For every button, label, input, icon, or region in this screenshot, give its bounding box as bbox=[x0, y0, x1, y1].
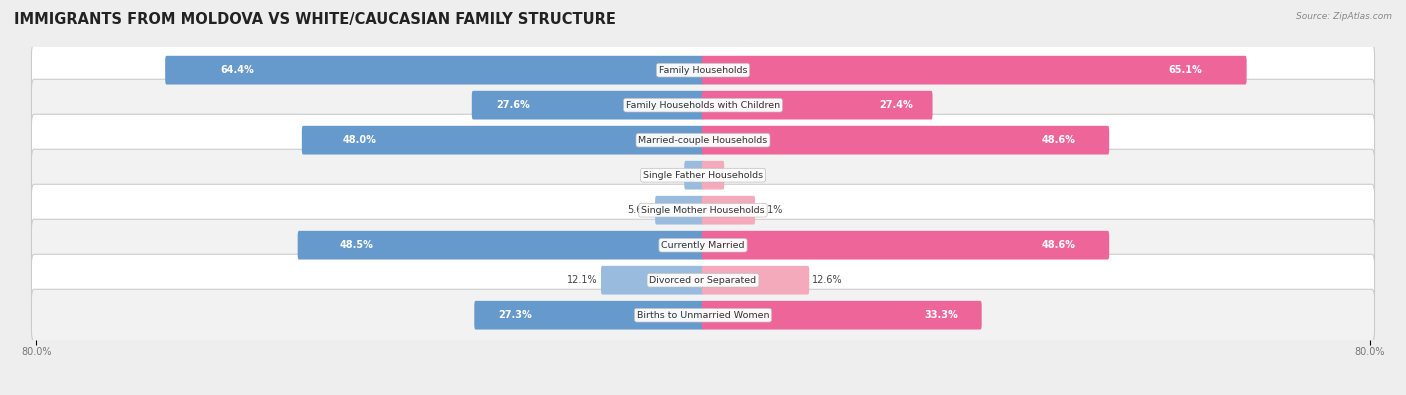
Text: Married-couple Households: Married-couple Households bbox=[638, 135, 768, 145]
Text: 27.4%: 27.4% bbox=[879, 100, 912, 110]
FancyBboxPatch shape bbox=[31, 79, 1375, 131]
FancyBboxPatch shape bbox=[702, 161, 724, 190]
Text: Currently Married: Currently Married bbox=[661, 241, 745, 250]
FancyBboxPatch shape bbox=[31, 219, 1375, 271]
Text: 48.6%: 48.6% bbox=[1042, 135, 1076, 145]
FancyBboxPatch shape bbox=[31, 254, 1375, 306]
Text: 33.3%: 33.3% bbox=[925, 310, 959, 320]
Text: 2.4%: 2.4% bbox=[727, 170, 752, 180]
FancyBboxPatch shape bbox=[685, 161, 704, 190]
Text: 6.1%: 6.1% bbox=[758, 205, 782, 215]
Text: Divorced or Separated: Divorced or Separated bbox=[650, 276, 756, 285]
Text: 12.6%: 12.6% bbox=[813, 275, 842, 285]
Text: 64.4%: 64.4% bbox=[221, 65, 254, 75]
FancyBboxPatch shape bbox=[31, 289, 1375, 341]
FancyBboxPatch shape bbox=[702, 301, 981, 329]
Text: Family Households: Family Households bbox=[659, 66, 747, 75]
Text: Single Mother Households: Single Mother Households bbox=[641, 206, 765, 214]
Text: IMMIGRANTS FROM MOLDOVA VS WHITE/CAUCASIAN FAMILY STRUCTURE: IMMIGRANTS FROM MOLDOVA VS WHITE/CAUCASI… bbox=[14, 12, 616, 27]
FancyBboxPatch shape bbox=[31, 184, 1375, 236]
Text: 48.6%: 48.6% bbox=[1042, 240, 1076, 250]
FancyBboxPatch shape bbox=[702, 91, 932, 120]
Text: 27.6%: 27.6% bbox=[496, 100, 530, 110]
FancyBboxPatch shape bbox=[702, 231, 1109, 260]
FancyBboxPatch shape bbox=[702, 56, 1247, 85]
FancyBboxPatch shape bbox=[600, 266, 704, 295]
FancyBboxPatch shape bbox=[702, 266, 810, 295]
FancyBboxPatch shape bbox=[165, 56, 704, 85]
FancyBboxPatch shape bbox=[474, 301, 704, 329]
Text: 2.1%: 2.1% bbox=[657, 170, 682, 180]
FancyBboxPatch shape bbox=[702, 196, 755, 224]
Text: 27.3%: 27.3% bbox=[498, 310, 531, 320]
Text: 65.1%: 65.1% bbox=[1168, 65, 1202, 75]
Text: Source: ZipAtlas.com: Source: ZipAtlas.com bbox=[1296, 12, 1392, 21]
FancyBboxPatch shape bbox=[298, 231, 704, 260]
FancyBboxPatch shape bbox=[702, 126, 1109, 154]
Text: 12.1%: 12.1% bbox=[568, 275, 598, 285]
Text: Births to Unmarried Women: Births to Unmarried Women bbox=[637, 311, 769, 320]
Text: 48.5%: 48.5% bbox=[339, 240, 373, 250]
FancyBboxPatch shape bbox=[31, 114, 1375, 166]
Text: Single Father Households: Single Father Households bbox=[643, 171, 763, 180]
FancyBboxPatch shape bbox=[302, 126, 704, 154]
FancyBboxPatch shape bbox=[31, 44, 1375, 96]
FancyBboxPatch shape bbox=[472, 91, 704, 120]
FancyBboxPatch shape bbox=[655, 196, 704, 224]
Text: 5.6%: 5.6% bbox=[627, 205, 652, 215]
FancyBboxPatch shape bbox=[31, 149, 1375, 201]
Text: 48.0%: 48.0% bbox=[343, 135, 377, 145]
Text: Family Households with Children: Family Households with Children bbox=[626, 101, 780, 110]
